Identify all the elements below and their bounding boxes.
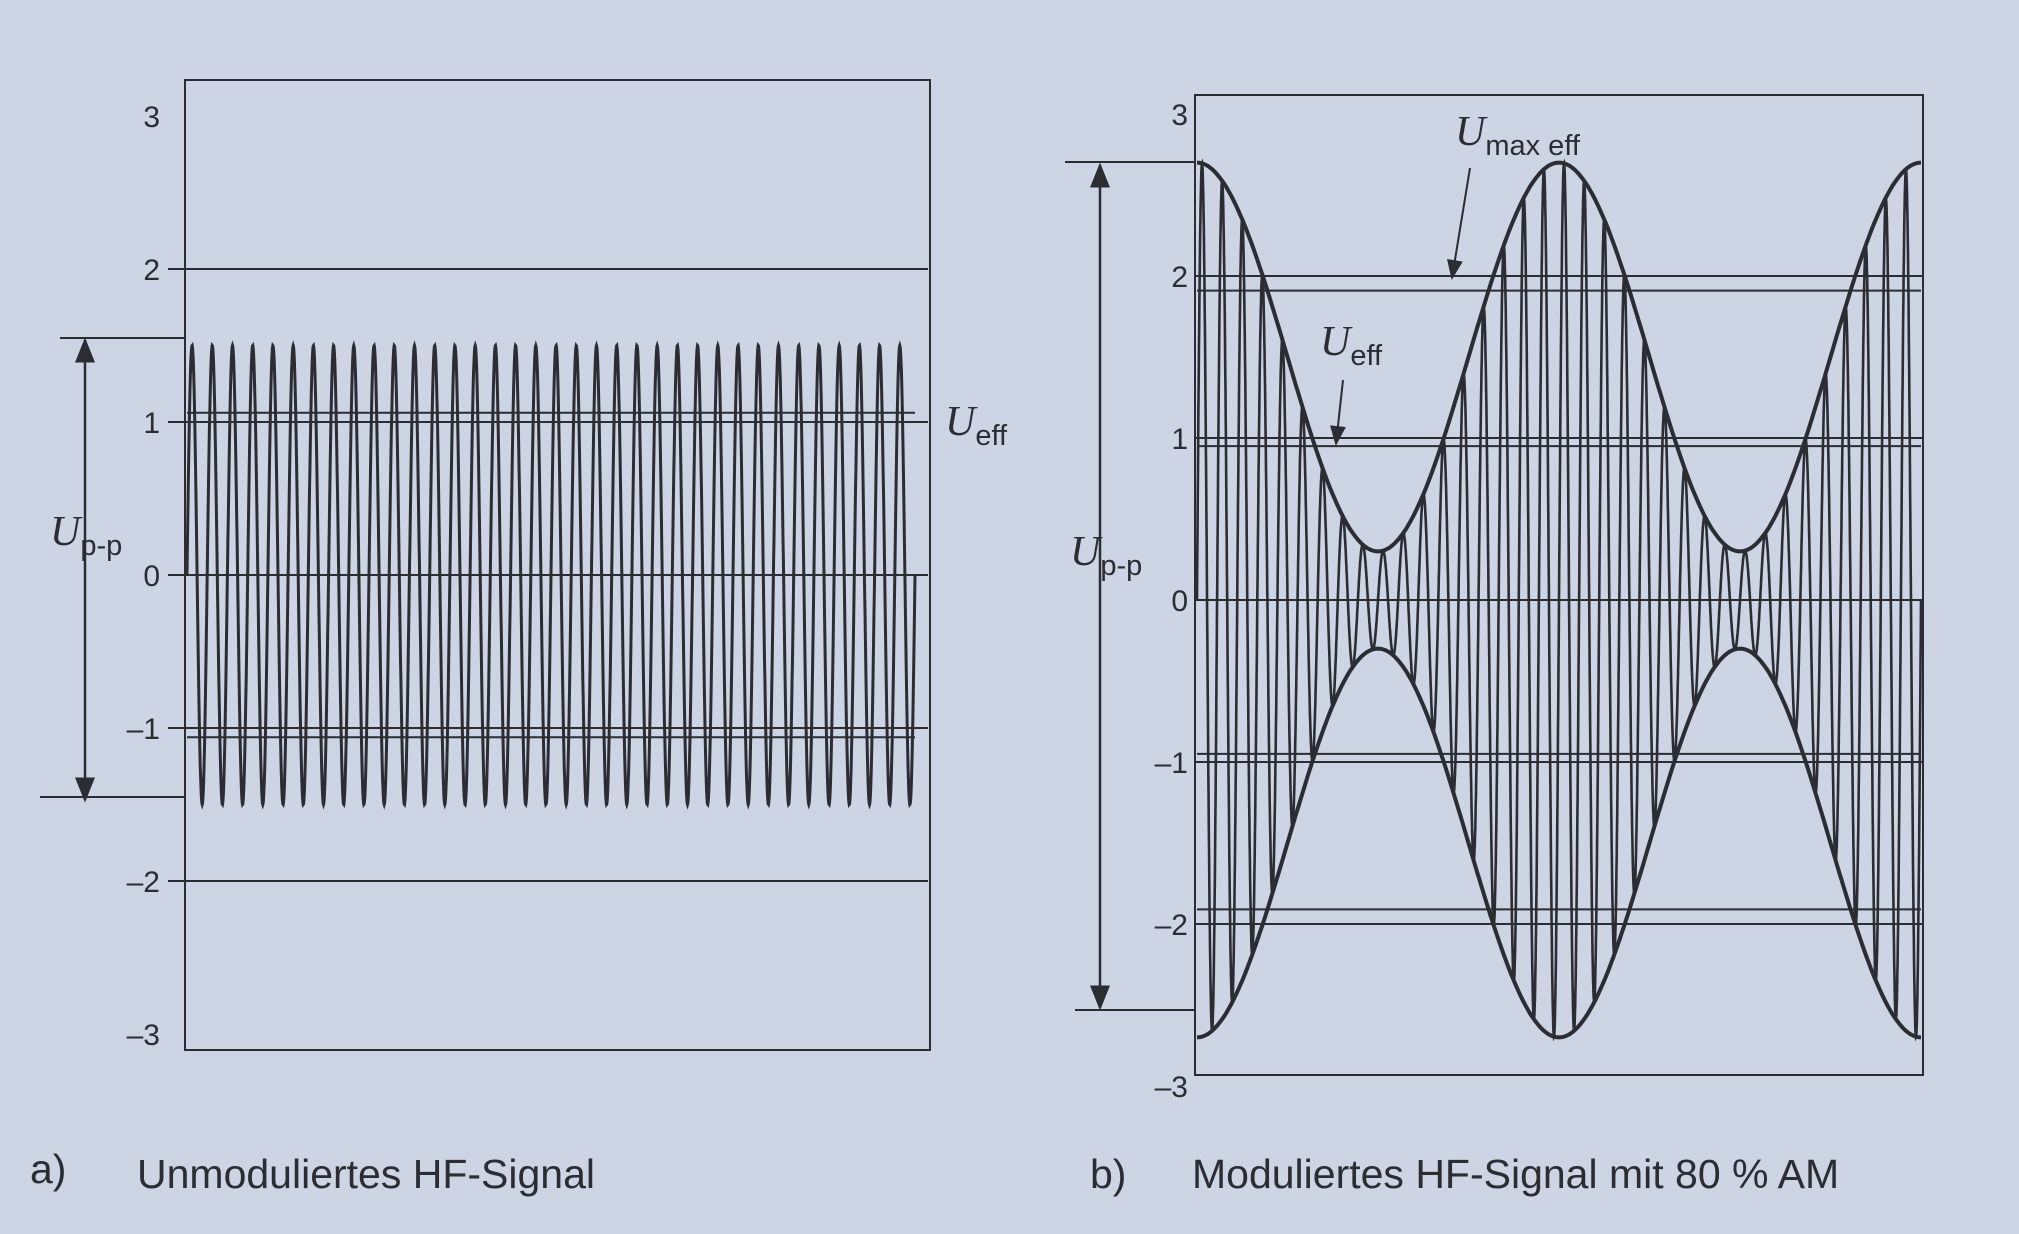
panel-b-modulated: 3 2 1 0 –1 –2 –3 Up-p Umax eff Ueff b) Modulie… bbox=[1065, 94, 1924, 1197]
panel-b-y-tick-label: –1 bbox=[1155, 747, 1188, 780]
panel-b-y-tick-label: 1 bbox=[1171, 423, 1188, 456]
panel-b-letter: b) bbox=[1090, 1151, 1126, 1197]
panel-a-unmodulated: 3 2 1 0 –1 –2 –3 Up-p Ueff a) Unmoduliertes HF… bbox=[30, 79, 1008, 1197]
panel-b-frame bbox=[1194, 94, 1924, 1076]
panel-b-umaxeff-pointer bbox=[1447, 167, 1471, 280]
panel-b-upp-label: Up-p bbox=[1070, 529, 1142, 582]
panel-b-ueff-pointer bbox=[1330, 379, 1346, 446]
panel-b-y-tick-label: 2 bbox=[1171, 261, 1188, 294]
panel-a-ueff-label: Ueff bbox=[945, 399, 1008, 452]
panel-b-modulated-wave bbox=[1195, 158, 1923, 1042]
panel-a-y-tick-label: –3 bbox=[127, 1019, 160, 1052]
panel-a-upp-label: Up-p bbox=[50, 509, 122, 562]
panel-a-letter: a) bbox=[30, 1146, 66, 1192]
panel-a-y-tick-label: 1 bbox=[143, 407, 160, 440]
panel-b-rms-lines bbox=[1197, 289, 1921, 911]
panel-b-upper-envelope bbox=[1196, 160, 1922, 554]
panel-b-y-tick-label: –3 bbox=[1155, 1071, 1188, 1104]
panel-a-y-ticks: 3 2 1 0 –1 –2 –3 bbox=[127, 101, 160, 1052]
panel-a-y-tick-label: –1 bbox=[127, 713, 160, 746]
panel-b-carrier-series bbox=[1195, 158, 1923, 1042]
panel-a-y-tick-label: 3 bbox=[143, 101, 160, 134]
panel-a-y-tick-label: 0 bbox=[143, 560, 160, 593]
panel-b-y-tick-label: –2 bbox=[1155, 909, 1188, 942]
panel-a-caption: Unmoduliertes HF-Signal bbox=[137, 1151, 595, 1197]
panel-b-lower-envelope bbox=[1196, 646, 1922, 1040]
panel-a-y-tick-label: 2 bbox=[143, 254, 160, 287]
panel-b-ueff-label: Ueff bbox=[1320, 319, 1383, 372]
panel-b-y-tick-label: 3 bbox=[1171, 99, 1188, 132]
panel-b-y-tick-label: 0 bbox=[1171, 585, 1188, 618]
panel-a-carrier-series bbox=[185, 340, 917, 810]
panel-a-carrier-wave bbox=[185, 340, 917, 810]
panel-b-umaxeff-label: Umax eff bbox=[1455, 109, 1581, 162]
panel-b-envelope bbox=[1196, 160, 1922, 1040]
panel-b-y-ticks: 3 2 1 0 –1 –2 –3 bbox=[1155, 99, 1188, 1104]
panel-a-y-tick-label: –2 bbox=[127, 866, 160, 899]
panel-a-frame bbox=[184, 79, 931, 1051]
panel-b-caption: Moduliertes HF-Signal mit 80 % AM bbox=[1192, 1151, 1839, 1197]
